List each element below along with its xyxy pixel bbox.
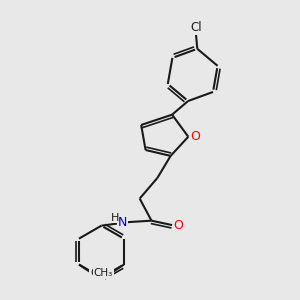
Text: H: H <box>110 213 119 223</box>
Text: O: O <box>174 219 184 232</box>
Text: CH₃: CH₃ <box>90 268 109 278</box>
Text: CH₃: CH₃ <box>94 268 113 278</box>
Text: N: N <box>118 216 127 229</box>
Text: O: O <box>191 130 201 143</box>
Text: Cl: Cl <box>190 21 202 34</box>
